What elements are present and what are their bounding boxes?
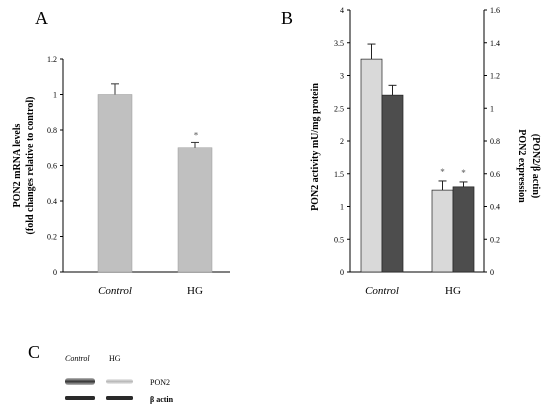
chart-b-right-tick-label: 0.4 [490,203,500,212]
beta-actin-band-hg [106,396,133,400]
chart-b-bar [381,94,404,273]
chart-a-significance-mark: * [194,130,199,140]
blot-lane-hg-label: HG [109,354,121,363]
western-blot: Control HG PON2 β actin [65,354,174,404]
chart-a-y-label: PON2 mRNA levels [12,123,23,207]
chart-a-category-label: Control [98,285,132,297]
pon2-band-hg [106,379,133,384]
chart-a-tick-label: 1.2 [47,55,57,64]
chart-a-tick-label: 1 [53,91,57,100]
chart-a-tick-label: 0 [53,268,57,277]
blot-pon2-label: PON2 [150,378,170,387]
chart-a-tick-label: 0.4 [47,197,57,206]
panel-a-letter: A [35,8,48,28]
chart-b: 0 0.5 1 1.5 2 2.5 3 3.5 4 0 0.2 0.4 0.6 0.8 1 1.2 1.4 1.6… [310,6,541,297]
chart-a-y-label: (fold changes relative to control) [25,97,36,235]
chart-b-significance-mark: * [440,167,445,177]
chart-b-category-label: Control [365,285,399,297]
chart-b-right-tick-label: 0.8 [490,137,500,146]
chart-a: 0 0.2 0.4 0.6 0.8 1 1.2 Control * HG PON2 mRNA lev… [12,55,230,297]
chart-a-tick-label: 0.8 [47,126,57,135]
chart-a-category-label: HG [187,285,203,297]
chart-b-right-tick-label: 0.2 [490,235,500,244]
chart-b-left-tick-label: 0.5 [334,235,344,244]
chart-a-tick-label: 0.2 [47,233,57,242]
beta-actin-band-control [65,396,95,400]
chart-a-bar [177,147,213,273]
chart-b-category-label: HG [445,285,461,297]
chart-b-left-y-label: PON2 activity mU/mg protein [310,83,321,211]
chart-b-right-tick-label: 1.6 [490,6,500,15]
panel-c-letter: C [28,342,40,362]
chart-b-right-tick-label: 0.6 [490,170,500,179]
chart-b-right-y-label: PON2 expression [516,129,527,203]
chart-b-bar [452,186,475,273]
chart-b-left-tick-label: 3 [340,72,344,81]
chart-a-bar [97,94,133,273]
chart-b-left-tick-label: 3.5 [334,39,344,48]
chart-b-right-tick-label: 1.4 [490,39,500,48]
chart-b-bar [360,58,383,273]
blot-lane-control-label: Control [65,354,90,363]
chart-b-left-tick-label: 2 [340,137,344,146]
chart-b-left-tick-label: 1 [340,203,344,212]
chart-b-left-tick-label: 0 [340,268,344,277]
chart-b-right-tick-label: 1.2 [490,72,500,81]
pon2-band-control [65,378,95,385]
chart-b-left-tick-label: 1.5 [334,170,344,179]
chart-a-tick-label: 0.6 [47,162,57,171]
chart-b-right-tick-label: 1 [490,104,494,113]
chart-b-right-tick-label: 0 [490,268,494,277]
chart-b-bar [431,189,454,273]
chart-b-right-y-label: (PON2/β actin) [530,134,541,198]
chart-b-significance-mark: * [461,168,466,178]
blot-beta-actin-label: β actin [150,395,174,404]
chart-b-left-tick-label: 4 [340,6,344,15]
chart-b-left-tick-label: 2.5 [334,104,344,113]
panel-b-letter: B [281,8,293,28]
